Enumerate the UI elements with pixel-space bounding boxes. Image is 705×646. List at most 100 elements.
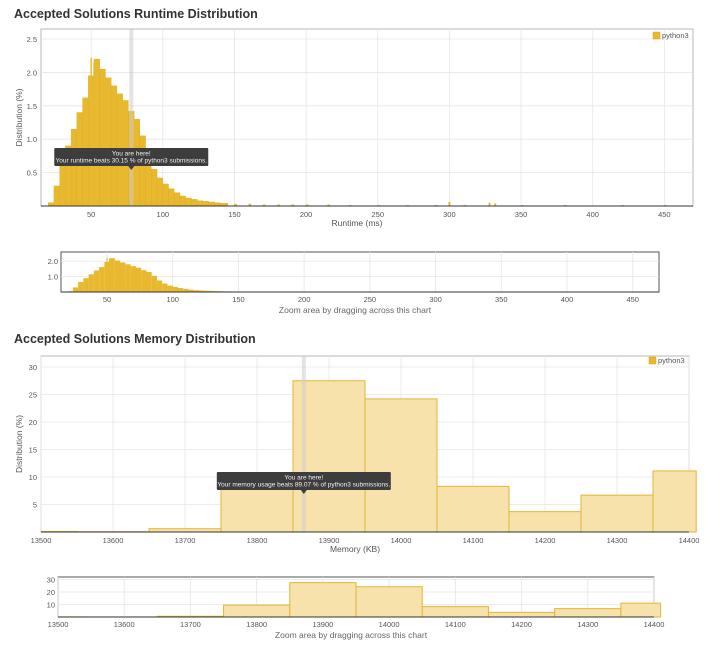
runtime-bar[interactable] <box>185 197 192 207</box>
memory-chart-title: Accepted Solutions Memory Distribution <box>14 332 256 346</box>
runtime-bar[interactable] <box>174 192 181 207</box>
runtime-peak-bar[interactable] <box>90 57 92 206</box>
runtime-peak-bar[interactable] <box>104 79 107 206</box>
runtime-bar[interactable] <box>53 185 60 207</box>
runtime-nav-peak-bar <box>119 262 121 292</box>
runtime-peak-bar[interactable] <box>93 62 95 206</box>
runtime-bar[interactable] <box>191 199 198 207</box>
runtime-nav-bar <box>88 274 94 292</box>
memory-x-axis-label: Memory (KB) <box>330 544 380 554</box>
runtime-nav-x-tick-label: 450 <box>626 295 639 304</box>
runtime-nav-bar <box>141 270 147 292</box>
runtime-nav-y-tick-label: 2.0 <box>48 257 58 266</box>
runtime-x-axis-label: Runtime (ms) <box>331 218 382 228</box>
runtime-nav-bar <box>199 290 205 292</box>
memory-nav-bar <box>554 608 622 618</box>
memory-bar[interactable] <box>364 398 438 533</box>
runtime-bar[interactable] <box>214 202 221 207</box>
memory-x-tick-label: 13700 <box>175 536 196 545</box>
runtime-x-tick-label: 150 <box>228 210 241 219</box>
memory-y-axis-label: Distribution (%) <box>14 415 24 473</box>
memory-nav-bar <box>289 582 357 618</box>
runtime-x-tick-label: 400 <box>586 210 599 219</box>
runtime-nav-x-tick-label: 50 <box>103 295 111 304</box>
runtime-nav-bar <box>156 280 163 292</box>
runtime-bar[interactable] <box>99 68 106 207</box>
memory-nav-x-tick-label: 13700 <box>180 620 201 629</box>
runtime-x-tick-label: 200 <box>300 210 313 219</box>
runtime-x-tick-label: 250 <box>371 210 384 219</box>
runtime-nav-peak-bar <box>106 257 108 292</box>
runtime-x-tick-label: 50 <box>87 210 95 219</box>
runtime-nav-bar <box>146 272 152 292</box>
runtime-zoom-note: Zoom area by dragging across this chart <box>279 305 432 315</box>
memory-bar[interactable] <box>508 511 582 533</box>
memory-y-tick-label: 15 <box>29 446 37 455</box>
memory-bar[interactable] <box>580 494 654 533</box>
runtime-bar[interactable] <box>197 200 204 207</box>
runtime-nav-bar <box>109 258 115 292</box>
memory-nav-bar <box>223 604 291 618</box>
runtime-y-axis-label: Distribution (%) <box>14 88 24 146</box>
memory-nav-bar <box>355 586 423 618</box>
runtime-bar[interactable] <box>59 162 66 207</box>
memory-nav-x-tick-label: 13900 <box>312 620 333 629</box>
memory-x-tick-label: 13800 <box>247 536 268 545</box>
memory-legend-label: python3 <box>658 356 685 365</box>
runtime-bar[interactable] <box>168 188 175 207</box>
memory-legend-swatch[interactable] <box>648 356 657 365</box>
memory-nav-bar <box>487 611 556 618</box>
memory-nav-y-tick-label: 30 <box>47 576 55 585</box>
runtime-bar[interactable] <box>208 201 215 207</box>
runtime-bar[interactable] <box>151 169 158 207</box>
runtime-bar[interactable] <box>202 201 209 207</box>
memory-y-tick-label: 20 <box>29 418 37 427</box>
runtime-bar[interactable] <box>70 129 77 207</box>
runtime-y-tick-label: 2.0 <box>27 68 37 77</box>
runtime-outlier-bar[interactable] <box>448 201 451 206</box>
runtime-y-tick-label: 0.5 <box>27 169 37 178</box>
runtime-nav-bar <box>151 275 157 292</box>
runtime-nav-bar <box>135 267 142 292</box>
runtime-nav-x-tick-label: 150 <box>232 295 245 304</box>
runtime-nav-peak-bar <box>109 258 111 292</box>
runtime-legend-label: python3 <box>662 31 689 40</box>
runtime-peak-bar[interactable] <box>111 89 114 206</box>
runtime-nav-bar <box>93 270 100 292</box>
runtime-nav-bar <box>209 290 215 292</box>
memory-tooltip-title: You are here! <box>284 475 323 482</box>
memory-x-tick-label: 14100 <box>463 536 484 545</box>
runtime-bar[interactable] <box>162 183 169 207</box>
runtime-position-marker <box>129 29 134 206</box>
runtime-bar[interactable] <box>48 202 55 207</box>
runtime-nav-x-tick-label: 350 <box>495 295 508 304</box>
runtime-legend-swatch[interactable] <box>652 31 661 40</box>
runtime-nav-bar <box>114 260 121 292</box>
memory-bar[interactable] <box>436 485 510 533</box>
runtime-nav-x-tick-label: 400 <box>561 295 574 304</box>
memory-nav-y-tick-label: 10 <box>47 601 55 610</box>
runtime-peak-bar[interactable] <box>97 69 100 206</box>
memory-x-tick-label: 14200 <box>535 536 556 545</box>
memory-x-tick-label: 13900 <box>319 536 340 545</box>
memory-x-tick-label: 13500 <box>31 536 52 545</box>
memory-x-tick-label: 14300 <box>607 536 628 545</box>
memory-nav-x-tick-label: 14400 <box>644 620 665 629</box>
memory-x-tick-label: 14400 <box>679 536 700 545</box>
runtime-nav-bar <box>193 290 199 292</box>
memory-nav-x-tick-label: 13600 <box>114 620 135 629</box>
memory-nav-x-tick-label: 13800 <box>246 620 267 629</box>
runtime-outlier-bar[interactable] <box>488 202 491 206</box>
runtime-bar[interactable] <box>179 195 186 207</box>
runtime-y-tick-label: 1.5 <box>27 102 37 111</box>
runtime-nav-y-tick-label: 1.0 <box>48 273 58 282</box>
runtime-bar[interactable] <box>105 77 112 207</box>
runtime-outlier-bar[interactable] <box>494 203 497 206</box>
memory-bar[interactable] <box>652 470 697 533</box>
memory-y-tick-label: 30 <box>29 363 37 372</box>
runtime-nav-bar <box>162 283 168 292</box>
memory-tooltip-box <box>216 472 391 490</box>
runtime-bar[interactable] <box>139 135 146 207</box>
runtime-bar[interactable] <box>156 177 163 207</box>
